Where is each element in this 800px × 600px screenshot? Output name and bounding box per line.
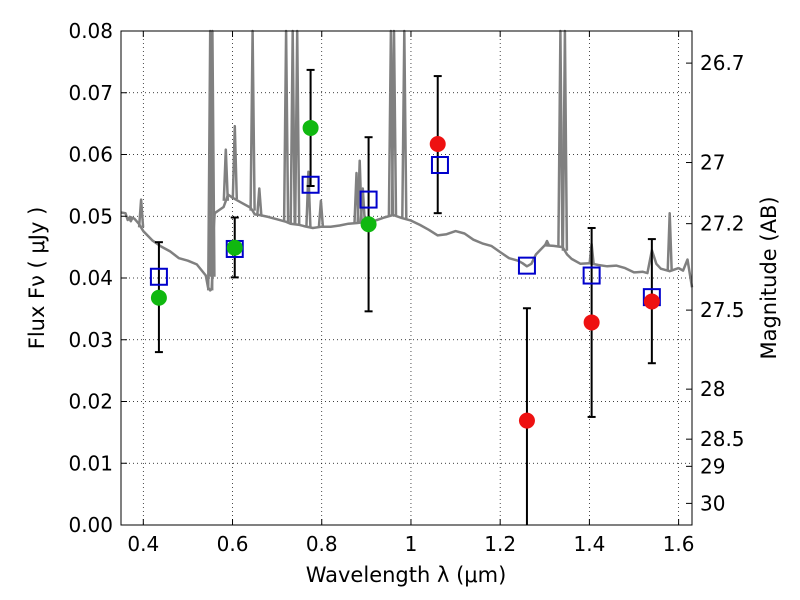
emission-line-spike [293, 29, 301, 225]
emission-line-spike [249, 29, 256, 211]
emission-line-spike [231, 124, 239, 200]
mag-tick-label: 28 [700, 377, 725, 401]
ticks-layer: 0.4 0.6 0.8 1 1.2 1.4 1.6 0.00 0.01 0.02 0.03 0.04 0… [68, 19, 744, 556]
x-tick-label: 1.4 [573, 532, 605, 556]
emission-line-spike [359, 187, 367, 223]
y-tick-label: 0.08 [68, 19, 113, 43]
emission-line-spike [317, 199, 325, 227]
model-square-marker [517, 256, 536, 275]
x-tick-label: 0.6 [217, 532, 249, 556]
template-spectrum-layer [120, 29, 694, 292]
mag-tick-label: 26.7 [700, 51, 745, 75]
x-tick-label: 0.4 [127, 532, 159, 556]
emission-line-spike [557, 29, 564, 247]
y-tick-label: 0.03 [68, 328, 113, 352]
x-tick-label: 1.6 [663, 532, 695, 556]
mag-tick-label: 30 [700, 491, 725, 515]
emission-line-spike [390, 29, 398, 216]
observed-point-red [643, 293, 660, 310]
emission-line-spike [401, 29, 408, 219]
observed-point-green [150, 289, 167, 306]
mag-tick-label: 27.2 [700, 212, 745, 236]
observed-point-green [226, 239, 243, 256]
observed-point-red [518, 412, 535, 429]
observed-point-layer [150, 119, 660, 429]
model-square-marker [582, 266, 601, 285]
emission-line-spike [222, 148, 230, 201]
y-tick-label: 0.02 [68, 390, 113, 414]
model-square-marker [430, 155, 449, 174]
emission-line-spike [127, 216, 134, 223]
model-square-marker [359, 190, 378, 209]
x-tick-label: 1.2 [484, 532, 516, 556]
observed-point-red [429, 136, 446, 153]
y-tick-label: 0.04 [68, 266, 113, 290]
emission-line-spike [282, 29, 290, 222]
emission-line-spike [666, 211, 673, 272]
y2-axis-label: Magnitude (AB) [757, 196, 781, 359]
mag-tick-label: 28.5 [700, 427, 745, 451]
y-tick-label: 0.05 [68, 204, 113, 228]
emission-line-spike [137, 198, 145, 228]
x-tick-label: 1 [405, 532, 418, 556]
emission-line-spike [561, 29, 569, 251]
model-square-marker [301, 175, 320, 194]
y-tick-label: 0.01 [68, 451, 113, 475]
x-tick-label: 0.8 [306, 532, 338, 556]
mag-tick-label: 27.5 [700, 298, 745, 322]
emission-line-spike [543, 239, 551, 246]
mag-tick-label: 27 [700, 151, 725, 175]
observed-point-red [583, 314, 600, 331]
y-axis-label: Flux Fν ( μJy ) [25, 207, 49, 350]
observed-point-green [360, 216, 377, 233]
observed-point-green [302, 119, 319, 136]
emission-line-spike [256, 187, 263, 216]
mag-tick-label: 29 [700, 454, 725, 478]
y-tick-label: 0.00 [68, 513, 113, 537]
x-axis-label: Wavelength λ (μm) [306, 563, 507, 587]
emission-line-spike [289, 29, 296, 225]
emission-line-spike [305, 170, 312, 228]
y-tick-label: 0.07 [68, 81, 113, 105]
model-square-marker [149, 267, 168, 286]
y-tick-label: 0.06 [68, 143, 113, 167]
